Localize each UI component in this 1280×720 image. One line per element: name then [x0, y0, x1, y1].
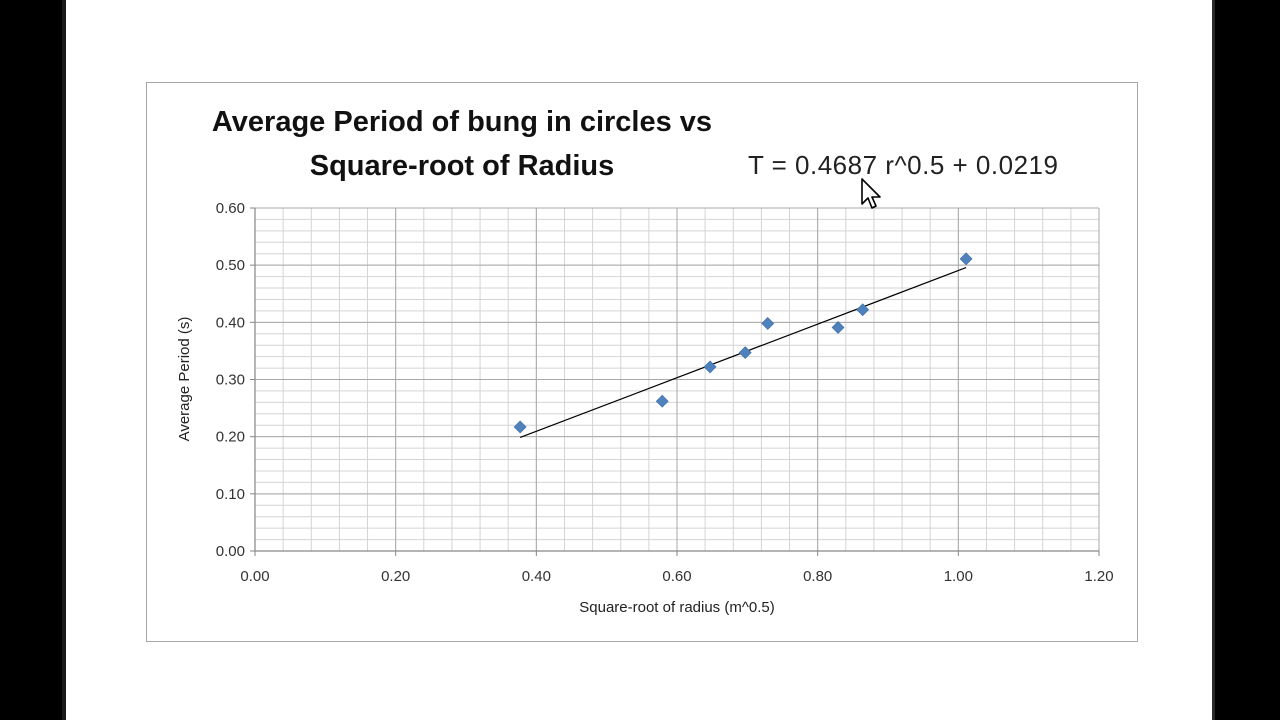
x-tick-label: 1.20	[1084, 568, 1113, 585]
data-point	[831, 321, 845, 334]
data-point	[856, 303, 870, 317]
y-tick-label: 0.20	[216, 429, 245, 446]
y-tick-label: 0.10	[216, 486, 245, 503]
chart-title-line-2: Square-root of Radius	[309, 150, 615, 182]
y-tick-label: 0.60	[216, 200, 245, 217]
x-tick-label: 0.40	[522, 568, 551, 585]
x-tick-label: 0.60	[662, 568, 691, 585]
y-tick-labels: 0.00 0.10 0.20 0.30 0.40 0.50 0.60	[216, 200, 245, 560]
y-tick-label: 0.40	[216, 314, 245, 331]
x-tick-labels: 0.00 0.20 0.40 0.60 0.80 1.00 1.20	[240, 568, 1113, 585]
data-point	[959, 252, 973, 266]
data-point	[703, 360, 717, 374]
chart-title: Average Period of bung in circles vs Squ…	[190, 100, 734, 188]
x-tick-label: 0.00	[240, 568, 269, 585]
y-axis-label: Average Period (s)	[176, 317, 193, 442]
y-tick-label: 0.00	[216, 543, 245, 560]
data-point	[513, 420, 527, 434]
y-tick-label: 0.30	[216, 372, 245, 389]
page-right-border	[1212, 0, 1215, 720]
data-points	[513, 252, 973, 434]
data-point	[655, 394, 669, 408]
data-point	[738, 346, 752, 360]
page-left-edge	[62, 0, 66, 720]
y-tick-label: 0.50	[216, 257, 245, 274]
data-point	[761, 317, 775, 330]
x-tick-label: 0.20	[381, 568, 410, 585]
x-axis-label: Square-root of radius (m^0.5)	[579, 599, 774, 616]
major-gridlines	[254, 207, 1100, 552]
chart-title-line-1: Average Period of bung in circles vs	[211, 106, 713, 138]
trendline-equation: T = 0.4687 r^0.5 + 0.0219	[748, 150, 1059, 180]
page-right-edge	[1208, 0, 1214, 720]
x-tick-label: 0.80	[803, 568, 832, 585]
tick-marks	[250, 207, 1100, 556]
mouse-cursor-icon	[861, 178, 881, 209]
x-tick-label: 1.00	[944, 568, 973, 585]
